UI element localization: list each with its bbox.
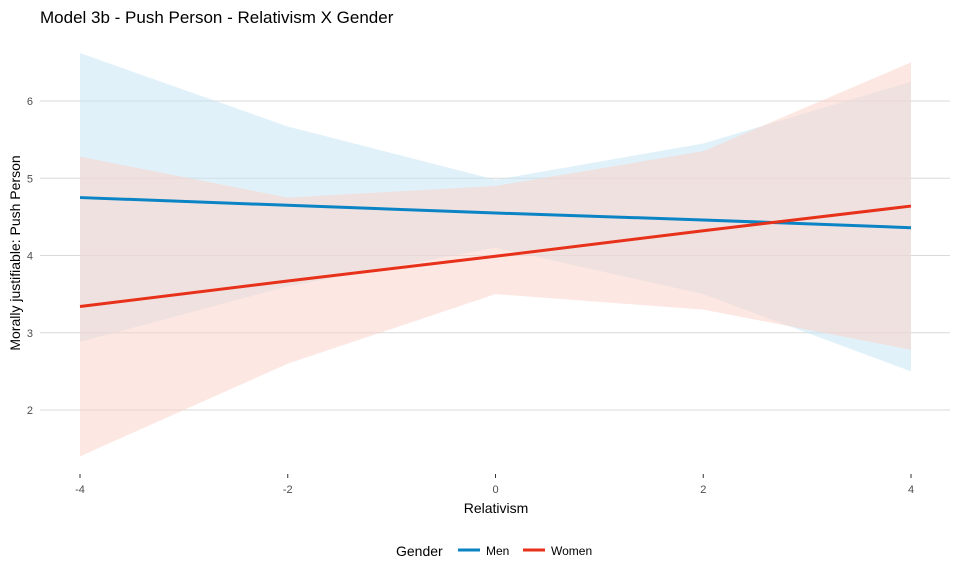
series-lines	[79, 196, 912, 308]
y-tick-label: 2	[27, 405, 33, 417]
x-tick-label: 2	[700, 484, 706, 496]
x-tick-label: -2	[283, 484, 293, 496]
x-tick-label: 0	[492, 484, 498, 496]
y-axis-ticks: 2 3 4 5 6	[27, 96, 33, 417]
y-tick-label: 3	[27, 328, 33, 340]
ribbon-women	[80, 62, 911, 457]
y-tick-label: 4	[27, 251, 33, 263]
confidence-ribbons	[80, 53, 911, 457]
x-axis-ticks: -4 -2 0 2 4	[75, 474, 914, 496]
legend-title: Gender	[396, 543, 443, 559]
y-axis-title: Morally justifiable: Push Person	[7, 155, 23, 350]
x-tick-label: -4	[75, 484, 85, 496]
x-axis-title: Relativism	[464, 500, 529, 516]
chart-title: Model 3b - Push Person - Relativism X Ge…	[40, 8, 394, 27]
y-tick-label: 5	[27, 173, 33, 185]
legend-label-men: Men	[486, 544, 509, 558]
x-tick-label: 4	[908, 484, 914, 496]
legend: Gender Men Women	[396, 543, 592, 559]
legend-label-women: Women	[551, 544, 592, 558]
y-tick-label: 6	[27, 96, 33, 108]
line-women	[79, 204, 912, 308]
